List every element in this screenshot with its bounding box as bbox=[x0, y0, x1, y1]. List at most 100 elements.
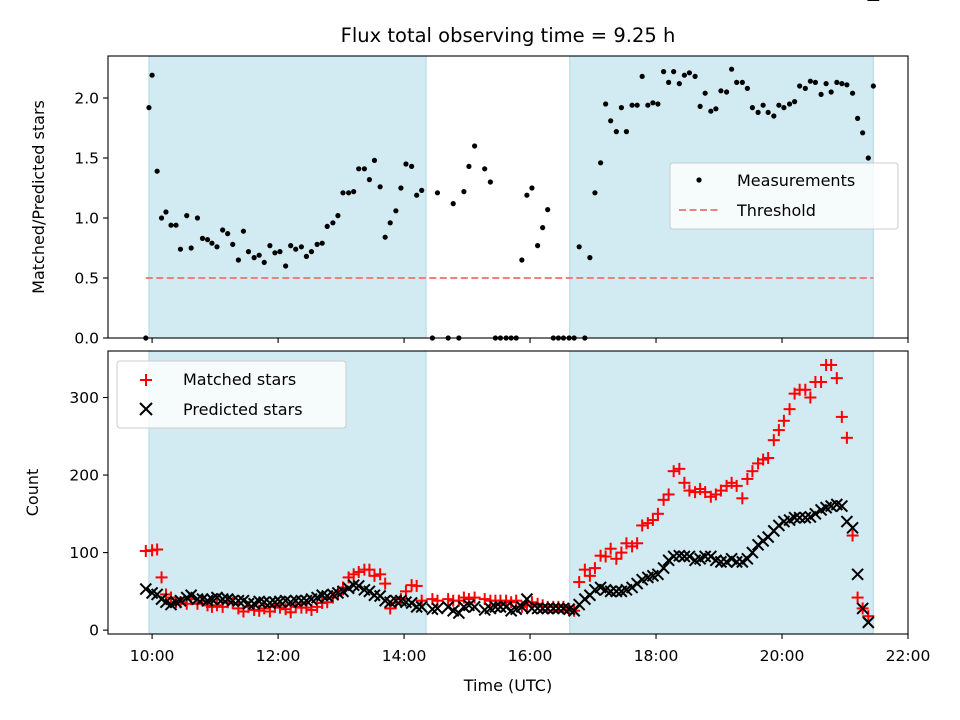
measurement-point bbox=[760, 102, 766, 108]
measurement-point bbox=[713, 106, 719, 112]
measurement-point bbox=[865, 155, 871, 161]
matched-star-point bbox=[284, 606, 297, 619]
measurement-point bbox=[194, 215, 201, 221]
measurement-point bbox=[225, 231, 231, 237]
measurement-point bbox=[797, 83, 803, 89]
matched-star-point bbox=[777, 414, 790, 427]
measurement-point bbox=[855, 115, 861, 121]
measurement-point bbox=[434, 190, 441, 196]
matched-star-point bbox=[835, 410, 848, 423]
measurement-point bbox=[660, 69, 667, 75]
predicted-star-point bbox=[226, 594, 239, 607]
predicted-star-point bbox=[268, 596, 282, 609]
matched-star-point bbox=[767, 434, 780, 447]
measurement-point bbox=[718, 88, 724, 94]
predicted-star-point bbox=[347, 578, 360, 592]
y-tick-label: 0.5 bbox=[74, 270, 99, 288]
measurement-point bbox=[818, 91, 824, 97]
predicted-star-point bbox=[683, 550, 696, 563]
predicted-star-point bbox=[410, 600, 423, 614]
predicted-star-point bbox=[174, 594, 187, 607]
measurement-point bbox=[188, 245, 194, 251]
measurement-point bbox=[765, 109, 771, 115]
matched-star-point bbox=[510, 594, 523, 607]
measurement-point bbox=[149, 72, 155, 78]
matched-star-point bbox=[851, 591, 864, 604]
measurement-point bbox=[324, 223, 330, 229]
predicted-star-point bbox=[289, 594, 302, 607]
measurement-point bbox=[204, 237, 211, 243]
matched-star-point bbox=[673, 462, 686, 475]
measurement-point bbox=[608, 118, 614, 124]
measurement-point bbox=[173, 222, 179, 228]
measurement-point bbox=[870, 83, 876, 89]
matched-star-point bbox=[578, 563, 591, 576]
matched-star-point bbox=[783, 403, 796, 416]
predicted-star-point bbox=[191, 592, 204, 606]
measurement-point bbox=[834, 79, 840, 85]
measurement-point bbox=[308, 249, 315, 255]
x-tick-label: 20:00 bbox=[760, 647, 805, 665]
measurement-point bbox=[240, 228, 247, 234]
measurement-point bbox=[592, 190, 598, 196]
matched-star-point bbox=[741, 472, 754, 485]
predicted-star-point bbox=[263, 596, 277, 610]
measurement-point bbox=[450, 201, 456, 207]
measurement-point bbox=[839, 81, 845, 87]
measurement-point bbox=[812, 79, 819, 85]
measurement-point bbox=[755, 109, 761, 115]
predicted-star-point bbox=[657, 561, 670, 575]
matched-star-point bbox=[678, 476, 691, 489]
measurement-point bbox=[256, 252, 262, 258]
predicted-star-point bbox=[415, 600, 428, 614]
matched-star-point bbox=[846, 529, 859, 542]
y-tick-label: 0 bbox=[89, 622, 99, 640]
predicted-star-point bbox=[862, 616, 875, 629]
measurement-point bbox=[177, 246, 184, 252]
measurement-point bbox=[220, 227, 226, 233]
measurement-point bbox=[524, 192, 530, 198]
measurement-point bbox=[168, 222, 174, 228]
predicted-star-point bbox=[788, 511, 801, 524]
predicted-stars-points bbox=[139, 0, 879, 629]
matched-star-point bbox=[573, 576, 586, 589]
legend-threshold-label: Threshold bbox=[736, 201, 816, 220]
predicted-star-point bbox=[515, 600, 529, 614]
top-observing-windows bbox=[148, 55, 874, 339]
predicted-star-point bbox=[714, 555, 728, 569]
matched-star-point bbox=[662, 488, 675, 501]
measurement-point bbox=[676, 81, 682, 87]
measurement-point bbox=[576, 244, 582, 250]
y-tick-label: 0.0 bbox=[74, 330, 99, 348]
matched-star-point bbox=[468, 591, 481, 604]
matched-star-point bbox=[683, 484, 696, 497]
x-axis-label: Time (UTC) bbox=[463, 676, 552, 695]
predicted-star-point bbox=[531, 602, 544, 615]
measurement-point bbox=[535, 243, 541, 249]
measurement-point bbox=[686, 70, 693, 76]
matched-star-point bbox=[704, 490, 717, 503]
bottom-legend-box bbox=[116, 360, 347, 429]
y-tick-label: 2.0 bbox=[74, 90, 99, 108]
matched-star-point bbox=[825, 358, 838, 371]
measurement-point bbox=[214, 244, 220, 250]
matched-star-point bbox=[815, 376, 828, 389]
top-legend-box bbox=[669, 162, 899, 230]
bottom-axes-frame bbox=[107, 350, 909, 635]
predicted-star-point bbox=[426, 602, 439, 616]
measurement-point bbox=[346, 190, 352, 196]
matched-star-point bbox=[746, 465, 759, 478]
matched-star-point bbox=[772, 424, 785, 437]
measurement-point bbox=[319, 240, 325, 246]
predicted-star-point bbox=[139, 582, 153, 596]
predicted-star-point bbox=[232, 594, 245, 607]
measurement-point bbox=[692, 73, 698, 79]
matched-star-point bbox=[583, 569, 596, 582]
measurement-point bbox=[666, 79, 672, 85]
matched-star-point bbox=[804, 391, 817, 404]
measurement-point bbox=[786, 101, 793, 107]
matched-star-point bbox=[415, 594, 428, 607]
legend-matched-label: Matched stars bbox=[183, 370, 296, 389]
measurement-point bbox=[371, 157, 378, 163]
